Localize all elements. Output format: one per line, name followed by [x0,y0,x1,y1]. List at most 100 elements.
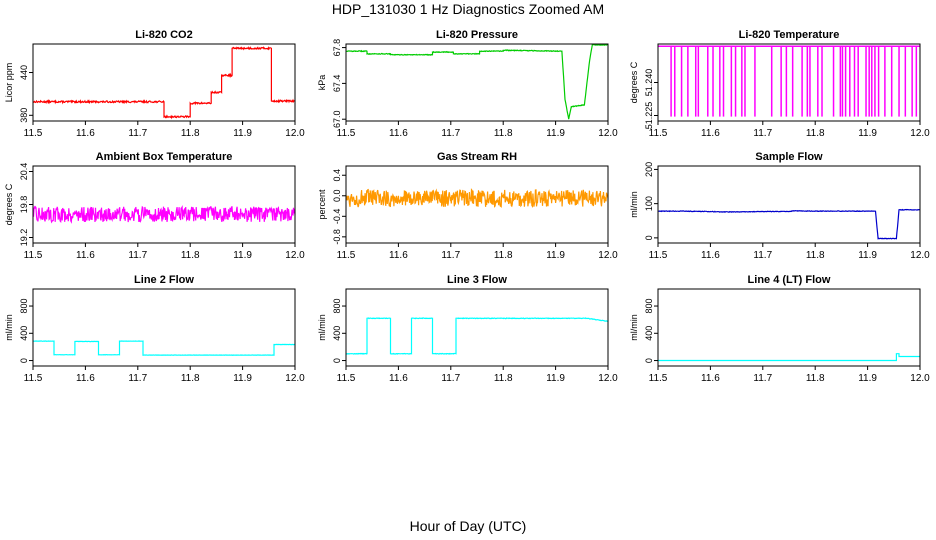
series-line-1 [345,43,609,120]
x-tick-label: 11.5 [337,128,356,139]
y-axis-label: percent [317,189,327,220]
x-tick-label: 11.6 [701,250,720,261]
x-tick-label: 11.6 [76,373,95,384]
x-tick-label: 11.8 [181,250,200,261]
x-tick-label: 11.6 [76,128,95,139]
y-tick-label: 800 [644,299,654,314]
figure-title: HDP_131030 1 Hz Diagnostics Zoomed AM [331,1,605,17]
panel-title: Li-820 CO2 [135,29,192,41]
x-tick-label: 11.9 [858,128,877,139]
plot-frame [32,43,296,122]
y-tick-label: 0 [332,358,342,363]
plot-frame [345,43,609,122]
plot-frame [657,288,921,367]
x-tick-label: 11.9 [233,128,252,139]
panel-8: Line 3 Flow 11.5 11.6 11.7 11.8 11.9 12.0 0 400 8… [317,274,618,384]
x-tick-label: 11.8 [806,373,825,384]
y-tick-label: 100 [644,196,654,211]
y-tick-label: 67.8 [332,39,342,57]
y-tick-label: 67.4 [332,75,342,93]
y-tick-label: 51.225 [644,102,654,130]
y-tick-label: -0.4 [332,209,342,225]
x-tick-label: 11.8 [181,128,200,139]
panel-9: Line 4 (LT) Flow 11.5 11.6 11.7 11.8 11.9 12.0… [629,274,930,384]
x-tick-label: 11.5 [337,373,356,384]
plot-frame [32,288,296,367]
x-tick-label: 11.7 [441,128,460,139]
series-line-1 [32,46,296,120]
x-tick-label: 12.0 [598,373,618,384]
x-tick-label: 11.8 [494,250,513,261]
y-tick-label: 380 [19,108,29,123]
x-tick-label: 11.9 [233,250,252,261]
panel-title: Line 2 Flow [134,274,194,286]
x-tick-label: 11.9 [546,250,565,261]
series-line-1 [345,188,609,208]
y-tick-label: 67.0 [332,110,342,128]
panel-title: Li-820 Temperature [739,29,840,41]
x-tick-label: 11.9 [858,250,877,261]
x-tick-label: 12.0 [285,373,305,384]
x-tick-label: 11.7 [128,373,147,384]
x-tick-label: 11.5 [649,128,668,139]
y-axis-label: degrees C [629,61,639,103]
x-tick-label: 12.0 [598,250,618,261]
x-tick-label: 12.0 [285,128,305,139]
x-tick-label: 12.0 [598,128,618,139]
panel-title: Gas Stream RH [437,151,517,163]
series-line-1 [32,205,296,224]
plot-frame [345,288,609,367]
x-tick-label: 11.7 [128,250,147,261]
x-tick-label: 12.0 [910,128,930,139]
y-tick-label: 0 [644,358,654,363]
y-axis-label: Licor ppm [4,63,14,103]
x-tick-label: 11.7 [441,250,460,261]
y-tick-label: 440 [19,65,29,80]
y-axis-label: ml/min [317,314,327,341]
x-tick-label: 11.7 [753,250,772,261]
x-tick-label: 11.6 [389,250,408,261]
x-tick-label: 12.0 [285,250,305,261]
x-axis-title: Hour of Day (UTC) [409,518,527,534]
series-line-1 [658,208,920,240]
y-axis-label: ml/min [629,314,639,341]
x-tick-label: 11.8 [806,128,825,139]
x-tick-label: 11.5 [337,250,356,261]
x-tick-label: 12.0 [910,373,930,384]
y-tick-label: 800 [332,299,342,314]
series-line-1 [346,317,609,355]
y-tick-label: 400 [19,326,29,341]
y-tick-label: 20.4 [19,163,29,181]
x-tick-label: 11.5 [649,250,668,261]
x-tick-label: 11.9 [546,373,565,384]
plot-frame [657,43,921,122]
y-tick-label: 51.240 [644,69,654,97]
y-tick-label: 0.4 [332,169,342,182]
x-tick-label: 11.8 [181,373,200,384]
y-axis-label: degrees C [4,183,14,225]
y-axis-label: kPa [317,75,327,91]
series-line-1 [658,353,920,362]
panel-5: Gas Stream RH 11.5 11.6 11.7 11.8 11.9 12.0 -0.… [317,151,618,261]
x-tick-label: 11.7 [441,373,460,384]
x-tick-label: 11.6 [389,373,408,384]
y-tick-label: 0.0 [332,190,342,203]
panel-title: Ambient Box Temperature [96,151,233,163]
y-tick-label: 0 [19,358,29,363]
x-tick-label: 11.9 [858,373,877,384]
y-tick-label: 19.8 [19,196,29,214]
panel-4: Ambient Box Temperature 11.5 11.6 11.7 11.8 1… [4,151,305,261]
x-tick-label: 11.8 [806,250,825,261]
y-tick-label: 800 [19,299,29,314]
x-tick-label: 11.8 [494,128,513,139]
x-tick-label: 11.7 [753,373,772,384]
y-axis-label: ml/min [4,314,14,341]
x-tick-label: 11.5 [24,128,43,139]
y-tick-label: 200 [644,162,654,177]
y-tick-label: -0.8 [332,229,342,245]
panel-7: Line 2 Flow 11.5 11.6 11.7 11.8 11.9 12.0 0 400 8… [4,274,305,384]
plot-frame [345,165,609,244]
x-tick-label: 12.0 [910,250,930,261]
x-tick-label: 11.6 [701,128,720,139]
